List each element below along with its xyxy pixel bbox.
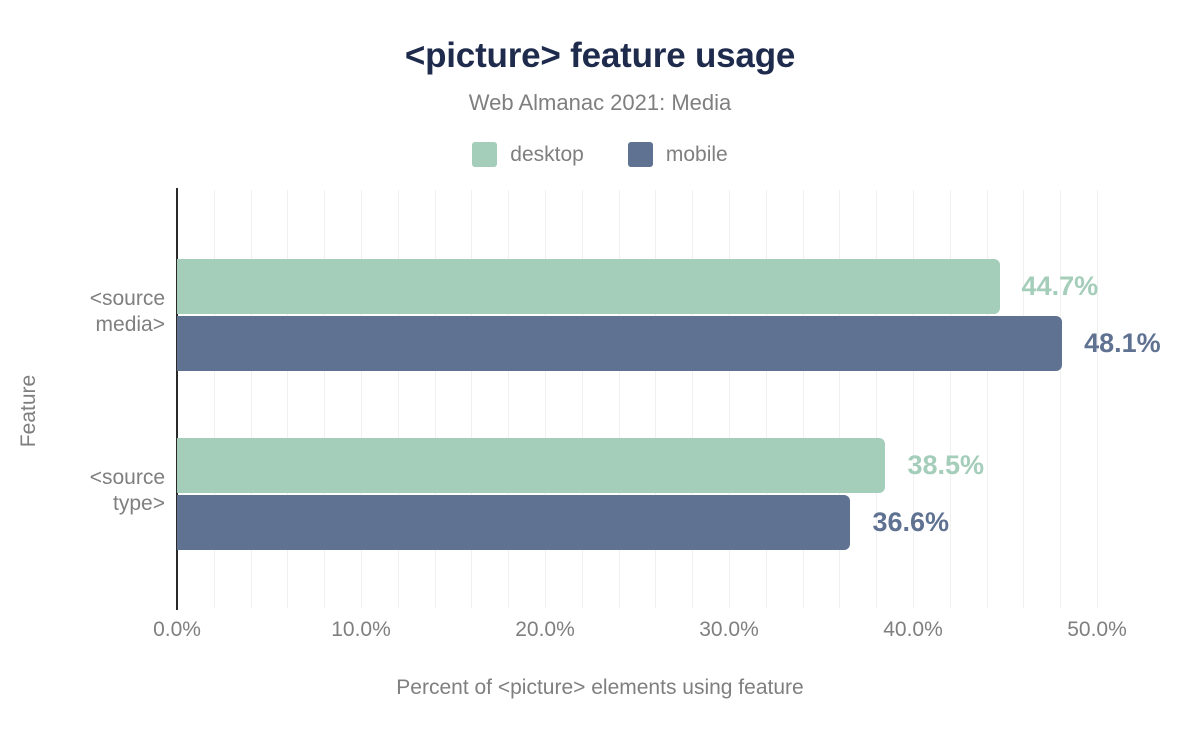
x-tick-0: 0.0% (153, 618, 201, 641)
legend-label-mobile: mobile (665, 142, 728, 166)
bar-value-label: 38.5% (907, 450, 985, 480)
x-tick-20: 20.0% (515, 618, 575, 641)
bar-desktop-source-media[interactable] (177, 259, 1000, 314)
y-category-label-source-media: <source media> (5, 286, 165, 338)
x-tick-50: 50.0% (1067, 618, 1127, 641)
y-category-line-2: media> (95, 313, 165, 336)
gridline (1060, 190, 1062, 608)
x-axis-title: Percent of <picture> elements using feat… (396, 676, 804, 699)
y-category-line-2: type> (113, 492, 165, 515)
x-tick-10: 10.0% (331, 618, 391, 641)
bar-desktop-source-type[interactable] (177, 438, 886, 493)
chart-legend: desktop mobile (0, 142, 1200, 167)
bar-mobile-source-media[interactable] (177, 316, 1063, 371)
gridline (986, 190, 988, 608)
y-category-label-source-type: <source type> (5, 465, 165, 517)
y-category-line-1: <source (89, 466, 165, 489)
y-axis-title: Feature (17, 374, 40, 448)
gridline (949, 190, 951, 608)
gridline (1023, 190, 1025, 608)
x-tick-40: 40.0% (883, 618, 943, 641)
legend-label-desktop: desktop (510, 142, 584, 166)
y-axis-line (176, 188, 178, 610)
x-tick-30: 30.0% (699, 618, 759, 641)
chart-subtitle: Web Almanac 2021: Media (468, 90, 732, 115)
legend-item-mobile[interactable]: mobile (627, 142, 728, 167)
y-category-line-1: <source (89, 287, 165, 310)
plot-area: 44.7% 48.1% 38.5% 36.6% (177, 190, 1161, 608)
bar-value-label: 36.6% (872, 507, 950, 537)
bar-value-label: 48.1% (1084, 328, 1161, 358)
bar-mobile-source-type[interactable] (177, 495, 851, 550)
legend-swatch-mobile (627, 142, 653, 167)
legend-item-desktop[interactable]: desktop (472, 142, 584, 167)
gridline (1097, 190, 1099, 608)
legend-swatch-desktop (472, 142, 498, 167)
bar-value-label: 44.7% (1021, 271, 1099, 301)
chart-title: <picture> feature usage (404, 36, 796, 75)
